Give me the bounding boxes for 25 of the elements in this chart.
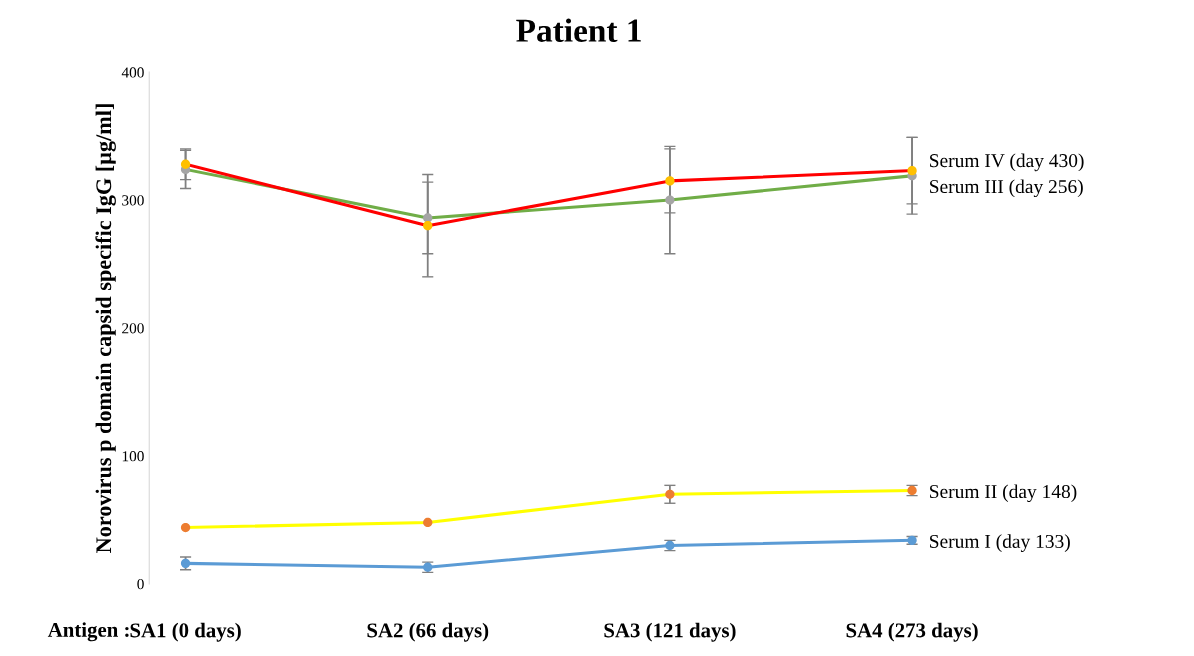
point — [180, 159, 191, 169]
series-label: Serum IV (day 430) — [930, 153, 1084, 172]
point — [423, 517, 433, 528]
y-tick-label: 400 — [121, 67, 144, 78]
point — [180, 522, 191, 533]
point — [423, 221, 433, 231]
chart-title: Patient 1 — [516, 18, 641, 42]
x-tick-label: SA4 (273 days) — [846, 622, 978, 642]
point — [423, 213, 433, 223]
point — [665, 195, 675, 205]
x-axis-title: Antigen : — [47, 622, 129, 642]
y-tick-label: 200 — [122, 323, 144, 334]
x-tick-label: SA2 (66 days) — [367, 622, 489, 642]
series-label: Serum II (day 148) — [930, 484, 1077, 503]
y-tick-label: 300 — [122, 195, 144, 206]
y-tick-label: 100 — [122, 451, 144, 462]
point — [665, 489, 675, 499]
series-label: Serum III (day 256) — [930, 179, 1083, 198]
point — [665, 176, 675, 186]
y-axis-title: Norovirus p domain capsid specific IgG [µg/ml] — [95, 104, 116, 553]
series-label: Serum I (day 133) — [930, 534, 1070, 552]
y-tick-label: 0 — [137, 578, 144, 590]
x-tick-label: SA3 (121 days) — [604, 622, 736, 642]
point — [907, 166, 917, 176]
x-tick-label: SA1 (0 days) — [130, 622, 241, 642]
